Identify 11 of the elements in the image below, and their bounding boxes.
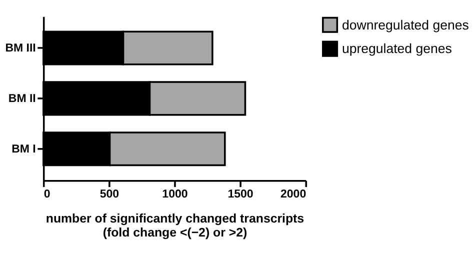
y-tick-label: BM III bbox=[5, 42, 36, 55]
legend-label: upregulated genes bbox=[342, 41, 452, 56]
x-tick-label: 2000 bbox=[280, 188, 306, 201]
x-tick-label: 0 bbox=[44, 188, 50, 201]
x-tick-label: 500 bbox=[100, 188, 120, 201]
y-tick-label: BM I bbox=[12, 143, 36, 156]
x-tick-label: 1000 bbox=[162, 188, 188, 201]
y-tick-label: BM II bbox=[8, 92, 36, 105]
legend-label: downregulated genes bbox=[342, 17, 470, 32]
x-axis-title: number of significantly changed transcripts (fold change <(−2) or >2) bbox=[46, 211, 304, 240]
x-tick-label: 1500 bbox=[228, 188, 254, 201]
